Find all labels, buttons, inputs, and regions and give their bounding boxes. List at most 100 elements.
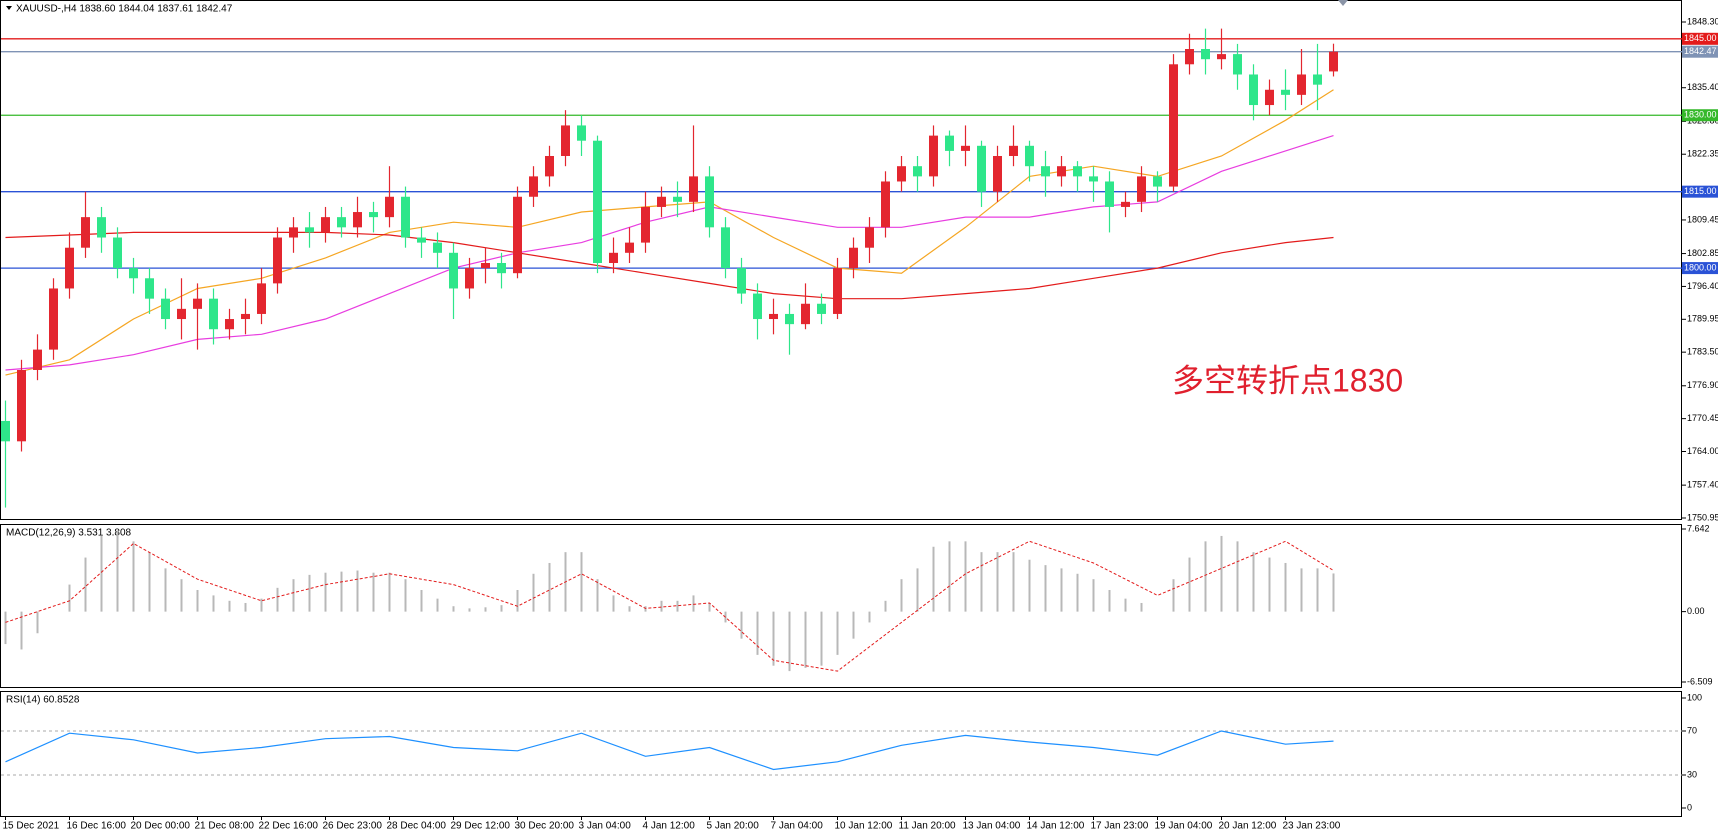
candle-body <box>193 298 202 309</box>
macd-panel <box>0 524 1682 688</box>
candle-body <box>161 298 170 320</box>
candle-body <box>945 135 954 151</box>
candle-body <box>209 298 218 330</box>
candle-body <box>609 252 618 263</box>
y-tick-label: 1750.95 <box>1687 512 1718 522</box>
candle-body <box>49 288 58 350</box>
level-label-bg <box>1682 262 1718 275</box>
candle-body <box>305 227 314 233</box>
candle-body <box>81 217 90 248</box>
y-tick-label: 1776.90 <box>1687 380 1718 390</box>
candle-body <box>241 313 250 320</box>
candle-body <box>113 237 122 269</box>
level-label-bg <box>1682 109 1718 122</box>
candle-body <box>321 217 330 233</box>
x-tick-label: 19 Jan 04:00 <box>1155 821 1213 832</box>
candle-body <box>913 166 922 177</box>
x-tick-label: 22 Dec 16:00 <box>259 821 319 832</box>
candle-body <box>353 212 362 228</box>
candle-body <box>1073 166 1082 177</box>
x-tick-label: 14 Jan 12:00 <box>1027 821 1085 832</box>
candle-body <box>769 313 778 320</box>
candle-body <box>129 268 138 279</box>
candle-body <box>561 125 570 156</box>
candle-body <box>833 268 842 314</box>
candle-body <box>737 268 746 294</box>
candle-body <box>1329 51 1338 72</box>
candle-body <box>545 155 554 177</box>
candle-body <box>433 242 442 253</box>
candle-body <box>1249 74 1258 106</box>
candle-body <box>257 283 266 314</box>
x-tick-label: 10 Jan 12:00 <box>835 821 893 832</box>
candle-body <box>65 247 74 289</box>
x-tick-label: 15 Dec 2021 <box>3 821 60 832</box>
candle-body <box>897 166 906 182</box>
y-tick-label: 100 <box>1687 692 1702 702</box>
x-tick-label: 29 Dec 12:00 <box>451 821 511 832</box>
candle-body <box>1169 64 1178 187</box>
candle-body <box>593 140 602 263</box>
candle-body <box>1185 49 1194 65</box>
level-label: 1800.00 <box>1684 262 1717 272</box>
x-tick-label: 26 Dec 23:00 <box>323 821 383 832</box>
candle-body <box>1265 89 1274 106</box>
candle-body <box>17 369 26 442</box>
candle-body <box>225 319 234 330</box>
candle-body <box>97 217 106 238</box>
level-label: 1845.00 <box>1684 33 1717 43</box>
candle-body <box>513 196 522 274</box>
y-tick-label: 1770.45 <box>1687 413 1718 423</box>
candle-body <box>673 196 682 202</box>
candle-body <box>1041 166 1050 177</box>
x-tick-label: 21 Dec 08:00 <box>195 821 255 832</box>
x-tick-label: 16 Dec 16:00 <box>67 821 127 832</box>
level-label: 1815.00 <box>1684 186 1717 196</box>
y-tick-label: -6.509 <box>1687 676 1713 686</box>
candle-body <box>1153 176 1162 187</box>
candle-body <box>929 135 938 177</box>
candle-body <box>865 227 874 248</box>
x-tick-label: 30 Dec 20:00 <box>515 821 575 832</box>
candle-body <box>881 181 890 228</box>
candle-body <box>689 176 698 202</box>
rsi-panel <box>0 691 1682 817</box>
candle-body <box>33 349 42 370</box>
candle-body <box>1057 166 1066 177</box>
candle-body <box>801 303 810 325</box>
candle-body <box>497 262 506 274</box>
y-tick-label: 1822.35 <box>1687 149 1718 159</box>
y-tick-label: 1757.40 <box>1687 480 1718 490</box>
candle-body <box>1137 176 1146 202</box>
candle-body <box>1089 176 1098 182</box>
y-tick-label: 1796.40 <box>1687 281 1718 291</box>
x-tick-label: 11 Jan 20:00 <box>899 821 957 832</box>
moving-average <box>5 231 1334 300</box>
main-title: XAUUSD-,H4 1838.60 1844.04 1837.61 1842.… <box>16 4 233 15</box>
candle-body <box>1025 145 1034 167</box>
y-tick-label: 0.00 <box>1687 606 1705 616</box>
candle-body <box>625 242 634 253</box>
candle-body <box>401 196 410 238</box>
candle-body <box>657 196 666 207</box>
candle-body <box>1121 201 1130 207</box>
candle-body <box>1313 74 1322 85</box>
candle-body <box>849 247 858 269</box>
level-label-bg <box>1682 45 1718 58</box>
y-tick-label: 0 <box>1687 802 1692 812</box>
candle-body <box>721 227 730 269</box>
candle-body <box>289 227 298 238</box>
x-tick-label: 4 Jan 12:00 <box>643 821 696 832</box>
candle-body <box>1105 181 1114 207</box>
candle-body <box>337 217 346 228</box>
candle-body <box>705 176 714 228</box>
x-tick-label: 5 Jan 20:00 <box>707 821 760 832</box>
candle-body <box>481 262 490 269</box>
candle-body <box>465 268 474 289</box>
y-tick-label: 1802.85 <box>1687 248 1718 258</box>
candle-body <box>1201 49 1210 60</box>
y-tick-label: 30 <box>1687 769 1697 779</box>
candle-body <box>817 303 826 314</box>
